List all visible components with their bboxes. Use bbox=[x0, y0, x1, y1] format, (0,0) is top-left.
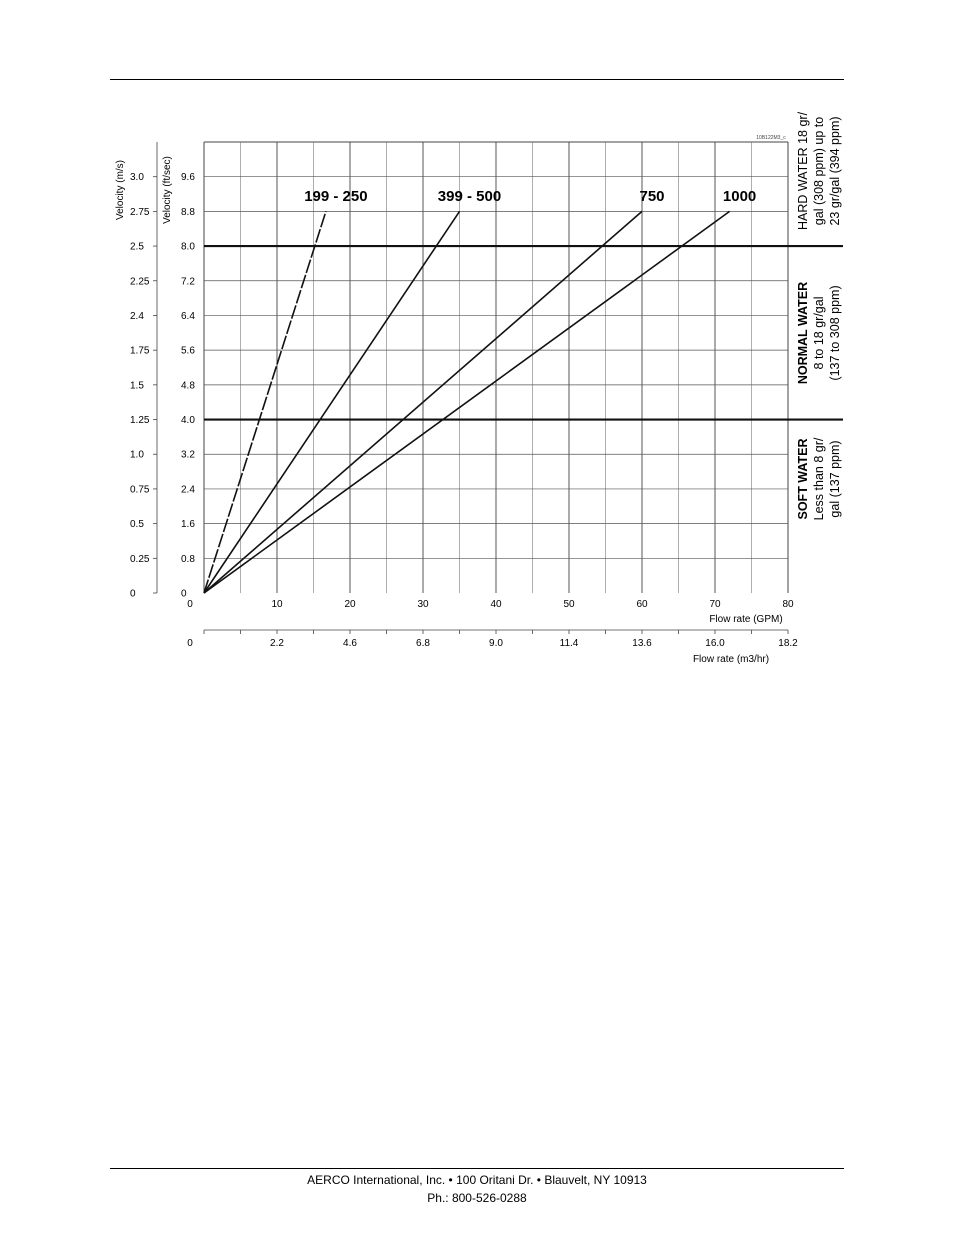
water-zone-line: HARD WATER 18 gr/ bbox=[796, 111, 810, 230]
y-right-tick-label: 4.8 bbox=[181, 380, 195, 391]
x-gpm-tick-label: 0 bbox=[187, 599, 193, 610]
y-right-tick-label: 7.2 bbox=[181, 276, 195, 287]
water-zone-line: Less than 8 gr/ bbox=[812, 437, 826, 520]
y-right-tick-label: 4.0 bbox=[181, 415, 195, 426]
water-zone-line: (137 to 308 ppm) bbox=[828, 285, 842, 380]
x-gpm-tick-label: 70 bbox=[709, 599, 721, 610]
water-zones: HARD WATER 18 gr/gal (308 ppm) up to 23 g… bbox=[796, 111, 842, 520]
water-zone-line: 23 gr/gal (394 ppm) bbox=[828, 116, 842, 225]
x-axis-gpm-label: Flow rate (GPM) bbox=[709, 614, 782, 625]
x-m3hr-tick-label: 0 bbox=[187, 638, 193, 649]
series-label: 1000 bbox=[723, 188, 756, 205]
x-gpm-tick-label: 10 bbox=[271, 599, 283, 610]
y-right-tick-label: 9.6 bbox=[181, 172, 195, 183]
water-zone-line: SOFT WATER bbox=[796, 438, 810, 519]
y-right-tick-label: 6.4 bbox=[181, 311, 195, 322]
y-left-tick-label: 0 bbox=[130, 589, 136, 600]
y-right-tick-label: 0 bbox=[181, 589, 187, 600]
y-left-tick-label: 2.5 bbox=[130, 242, 144, 253]
series-line bbox=[203, 210, 643, 594]
velocity-flow-chart: 199 - 250 399 - 500 750 1000 00.250.50.751.… bbox=[115, 111, 843, 665]
x-axis-m3hr-label: Flow rate (m3/hr) bbox=[693, 654, 769, 665]
footer-rule bbox=[110, 1168, 844, 1169]
y-left-tick-label: 2.25 bbox=[130, 276, 150, 287]
x-gpm-tick-label: 50 bbox=[563, 599, 575, 610]
y-left-tick-label: 3.0 bbox=[130, 172, 144, 183]
drawing-code: 10B122M3_c bbox=[756, 135, 786, 141]
water-zone-label: NORMAL WATER 8 to 18 gr/gal (137 to 308 pp… bbox=[796, 282, 842, 384]
series-lines: 199 - 250 399 - 500 750 1000 bbox=[203, 188, 756, 594]
y-right-tick-label: 2.4 bbox=[181, 484, 195, 495]
y-left-tick-label: 2.75 bbox=[130, 207, 150, 218]
x-m3hr-tick-label: 13.6 bbox=[632, 638, 652, 649]
water-zone-label: HARD WATER 18 gr/gal (308 ppm) up to 23 g… bbox=[796, 111, 842, 230]
y-left-tick-label: 0.75 bbox=[130, 484, 150, 495]
footer-address: AERCO International, Inc. • 100 Oritani … bbox=[307, 1173, 647, 1187]
y-left-tick-label: 2.4 bbox=[130, 311, 144, 322]
water-zone-line: NORMAL WATER bbox=[796, 282, 810, 384]
series-label: 399 - 500 bbox=[438, 188, 501, 205]
y-right-tick-label: 8.8 bbox=[181, 207, 195, 218]
x-m3hr-tick-label: 4.6 bbox=[343, 638, 357, 649]
x-m3hr-tick-label: 9.0 bbox=[489, 638, 503, 649]
x-m3hr-tick-label: 2.2 bbox=[270, 638, 284, 649]
axis-labels: 0 0.25 0.5 0.75 1.0 1.25 1.5 1.75 2.4 2.25 2.5 2.75… bbox=[130, 142, 798, 649]
y-right-tick-label: 5.6 bbox=[181, 346, 195, 357]
y-right-tick-label: 0.8 bbox=[181, 554, 195, 565]
water-zone-line: gal (308 ppm) up to bbox=[812, 117, 826, 225]
threshold-lines bbox=[204, 244, 843, 421]
x-gpm-tick-label: 40 bbox=[490, 599, 502, 610]
y-right-tick-label: 1.6 bbox=[181, 519, 195, 530]
header-rule bbox=[110, 79, 844, 80]
y-axis-right-label: Velocity (ft/sec) bbox=[162, 156, 173, 224]
water-zone-line: gal (137 ppm) bbox=[828, 440, 842, 517]
x-m3hr-tick-label: 16.0 bbox=[705, 638, 725, 649]
series-line bbox=[203, 211, 327, 594]
y-axis-left-label: Velocity (m/s) bbox=[115, 160, 126, 220]
y-left-tick-label: 1.5 bbox=[130, 380, 144, 391]
y-right-tick-label: 3.2 bbox=[181, 450, 195, 461]
x-gpm-tick-label: 60 bbox=[636, 599, 648, 610]
y-left-tick-label: 1.0 bbox=[130, 450, 144, 461]
x-m3hr-tick-label: 11.4 bbox=[560, 638, 579, 649]
x-gpm-tick-label: 20 bbox=[344, 599, 356, 610]
x-gpm-tick-label: 30 bbox=[417, 599, 429, 610]
series-line bbox=[203, 210, 461, 594]
y-left-tick-label: 1.25 bbox=[130, 415, 150, 426]
x-m3hr-tick-label: 18.2 bbox=[778, 638, 798, 649]
y-left-tick-label: 0.5 bbox=[130, 519, 144, 530]
water-zone-line: 8 to 18 gr/gal bbox=[812, 297, 826, 370]
series-label: 750 bbox=[639, 188, 664, 205]
y-left-tick-label: 1.75 bbox=[130, 346, 150, 357]
water-zone-label: SOFT WATER Less than 8 gr/gal (137 ppm) bbox=[796, 437, 842, 520]
y-right-tick-label: 8.0 bbox=[181, 242, 195, 253]
x-m3hr-tick-label: 6.8 bbox=[416, 638, 430, 649]
series-line bbox=[203, 210, 731, 594]
series-label: 199 - 250 bbox=[304, 188, 367, 205]
y-left-tick-label: 0.25 bbox=[130, 554, 150, 565]
grid bbox=[203, 141, 789, 593]
footer-phone: Ph.: 800-526-0288 bbox=[427, 1191, 527, 1205]
x-gpm-tick-label: 80 bbox=[782, 599, 794, 610]
